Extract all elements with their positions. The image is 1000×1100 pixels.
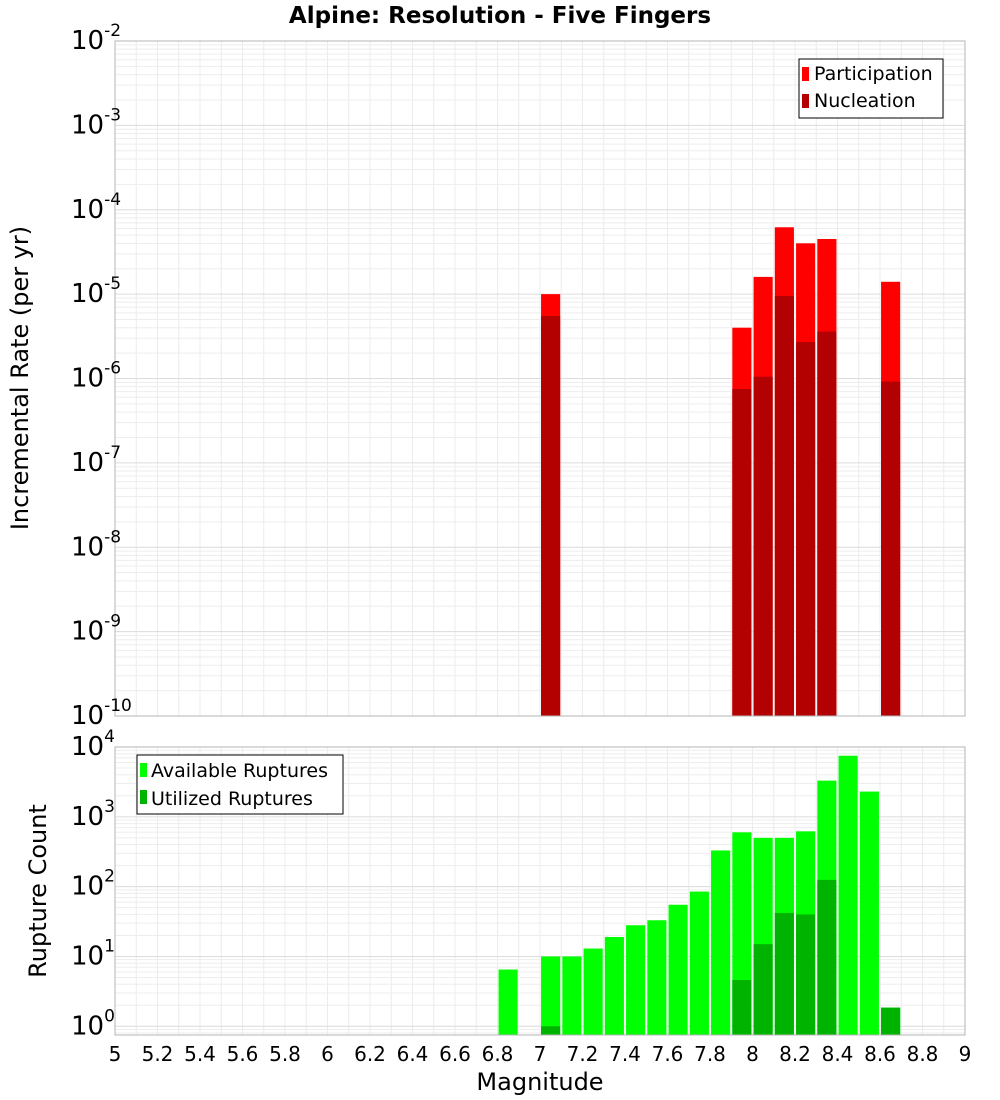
x-tick-label: 8.8 [907,1042,939,1066]
utilized-ruptures-bar [753,944,773,1035]
top-plot-frame [114,40,966,717]
nucleation-bar [881,381,901,716]
available-ruptures-bar [498,969,518,1035]
legend-label-available: Available Ruptures [151,760,328,782]
x-tick-label: 9 [959,1042,972,1066]
legend-label-participation: Participation [814,63,933,85]
x-tick-label: 6.4 [397,1042,429,1066]
bottom-y-tick-label: 104 [71,727,115,762]
top-plot-bars [541,227,901,717]
x-tick-label: 7.6 [652,1042,684,1066]
x-tick-label: 6 [321,1042,334,1066]
x-tick-label: 5 [109,1042,122,1066]
bottom-legend: Available Ruptures Utilized Ruptures [136,754,344,815]
bottom-y-tick-label: 100 [71,1006,115,1041]
nucleation-bar [541,316,561,716]
legend-label-nucleation: Nucleation [814,90,916,112]
top-plot-grid [114,40,966,717]
bottom-plot-bars [498,755,901,1035]
bottom-y-axis-ticks: 100 101 102 103 104 [71,727,115,1041]
x-tick-label: 8.2 [779,1042,811,1066]
legend-swatch-available [140,763,147,777]
x-tick-label: 6.8 [482,1042,514,1066]
available-ruptures-bar [668,904,688,1035]
chart-title: Alpine: Resolution - Five Fingers [289,3,711,29]
bottom-plot-grid [114,746,966,1035]
x-tick-label: 7.2 [567,1042,599,1066]
x-tick-label: 8.6 [864,1042,896,1066]
available-ruptures-bar [626,925,646,1035]
top-y-axis-label: Incremental Rate (per yr) [6,226,34,530]
bottom-y-tick-label: 102 [71,867,115,902]
available-ruptures-bar [689,891,709,1035]
nucleation-bar [817,331,837,716]
x-tick-label: 6.6 [439,1042,471,1066]
top-y-tick-label: 10-8 [71,527,121,562]
x-tick-label: 5.6 [227,1042,259,1066]
top-legend: Participation Nucleation [798,58,944,119]
bottom-plot-frame [114,746,966,1036]
legend-swatch-nucleation [802,94,809,108]
available-ruptures-bar [541,956,561,1035]
x-tick-label: 6.2 [354,1042,386,1066]
top-y-tick-label: 10-5 [71,274,121,309]
x-tick-label: 5.2 [142,1042,174,1066]
top-y-tick-label: 10-7 [71,443,121,478]
x-tick-label: 7.8 [694,1042,726,1066]
available-ruptures-bar [838,755,858,1035]
nucleation-bar [753,376,773,716]
utilized-ruptures-bar [732,980,752,1035]
x-tick-label: 8 [746,1042,759,1066]
nucleation-bar [732,389,752,716]
top-y-tick-label: 10-6 [71,359,121,394]
bottom-y-tick-label: 103 [71,797,115,832]
top-y-tick-label: 10-10 [71,696,132,731]
top-y-tick-label: 10-2 [71,21,121,56]
x-axis-label: Magnitude [476,1068,603,1096]
available-ruptures-bar [647,920,667,1035]
top-y-tick-label: 10-9 [71,612,121,647]
x-tick-label: 8.4 [822,1042,854,1066]
utilized-ruptures-bar [796,914,816,1035]
utilized-ruptures-bar [817,879,837,1035]
nucleation-bar [774,296,794,716]
legend-swatch-participation [802,67,809,81]
x-tick-label: 7.4 [609,1042,641,1066]
x-tick-label: 5.4 [184,1042,216,1066]
nucleation-bar [796,342,816,716]
top-y-tick-label: 10-3 [71,105,121,140]
top-y-tick-label: 10-4 [71,190,121,225]
utilized-ruptures-bar [541,1026,561,1035]
x-tick-label: 7 [534,1042,547,1066]
bottom-y-axis-label: Rupture Count [24,804,52,978]
legend-swatch-utilized [140,790,147,804]
x-axis-ticks: 5 5.2 5.4 5.6 5.8 6 6.2 6.4 6.6 6.8 7 7.2 7.4 7.6 7.8 8… [109,1042,972,1066]
utilized-ruptures-bar [881,1007,901,1035]
available-ruptures-bar [711,850,731,1035]
bottom-y-tick-label: 101 [71,936,115,971]
available-ruptures-bar [604,936,624,1035]
legend-label-utilized: Utilized Ruptures [151,788,313,810]
x-tick-label: 5.8 [269,1042,301,1066]
utilized-ruptures-bar [774,912,794,1035]
available-ruptures-bar [583,948,603,1035]
available-ruptures-bar [562,956,582,1035]
available-ruptures-bar [859,791,879,1035]
top-y-axis-ticks: 10-10 10-9 10-8 10-7 10-6 10-5 10-4 10-3 10-2 [71,21,132,731]
